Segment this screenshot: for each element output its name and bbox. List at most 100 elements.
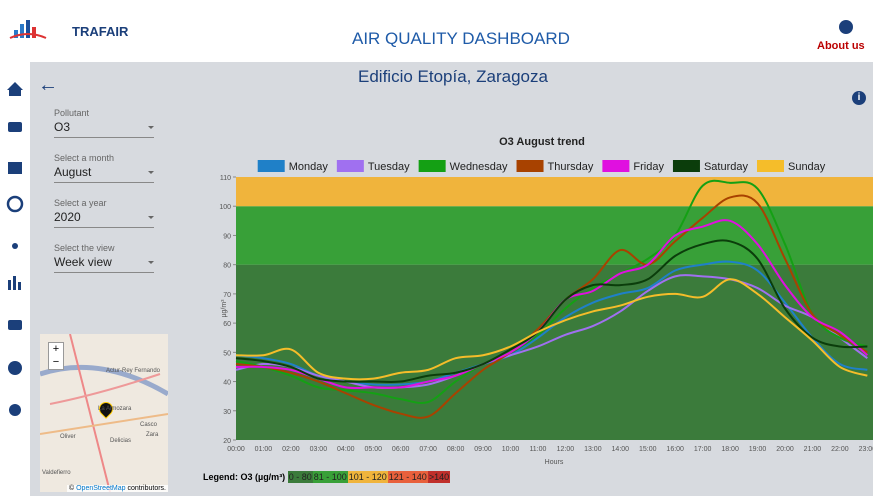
y-tick-label: 30 xyxy=(223,409,231,416)
aqi-swatch: 81 - 100 xyxy=(313,471,348,483)
y-tick-label: 60 xyxy=(223,321,231,328)
y-tick-label: 40 xyxy=(223,380,231,387)
attribution-suffix: contributors. xyxy=(126,485,166,492)
y-tick-label: 80 xyxy=(223,263,231,270)
legend-label: Thursday xyxy=(548,161,594,173)
filter-label: Select a year xyxy=(54,198,156,208)
page: TRAFAIR AIR QUALITY DASHBOARD About us ←… xyxy=(0,0,873,496)
map-label: Zara xyxy=(146,432,158,438)
logo xyxy=(8,18,48,40)
x-tick-label: 03:00 xyxy=(310,446,328,453)
chart: 20 30 40 50 60 70 80 90 100 110 00:00 01:00 02:00 03:… xyxy=(200,130,873,475)
x-tick-label: 14:00 xyxy=(612,446,630,453)
x-tick-label: 12:00 xyxy=(557,446,575,453)
hands-icon[interactable] xyxy=(8,320,22,330)
x-tick-label: 00:00 xyxy=(227,446,245,453)
legend-swatch xyxy=(419,160,446,172)
map-label: Casco xyxy=(140,422,157,428)
about-link[interactable]: About us xyxy=(817,40,865,52)
home-icon[interactable] xyxy=(7,82,23,96)
attribution-link[interactable]: OpenStreetMap xyxy=(76,485,125,492)
history-icon[interactable] xyxy=(8,197,22,211)
legend-swatch xyxy=(517,160,544,172)
x-axis-label: Hours xyxy=(545,459,564,466)
aqi-swatch: 0 - 80 xyxy=(288,471,313,483)
x-tick-label: 11:00 xyxy=(529,446,546,453)
x-tick-label: 18:00 xyxy=(721,446,739,453)
x-tick-label: 05:00 xyxy=(364,446,382,453)
y-tick-label: 100 xyxy=(219,204,231,211)
settings-icon[interactable] xyxy=(9,404,21,416)
x-tick-label: 20:00 xyxy=(776,446,794,453)
filter-label: Select a month xyxy=(54,153,156,163)
sidebar xyxy=(0,70,30,425)
x-tick-label: 19:00 xyxy=(749,446,767,453)
x-tick-label: 02:00 xyxy=(282,446,300,453)
map-label: Valdefierro xyxy=(42,470,71,476)
factory-icon[interactable] xyxy=(8,162,22,174)
x-tick-label: 22:00 xyxy=(831,446,849,453)
x-tick-label: 13:00 xyxy=(584,446,602,453)
brand: TRAFAIR xyxy=(72,24,128,39)
filter-value: O3 xyxy=(54,118,154,138)
y-tick-label: 50 xyxy=(223,350,231,357)
back-button[interactable]: ← xyxy=(38,74,58,97)
user-icon-side[interactable] xyxy=(8,361,22,375)
map-label: Actur-Rey Fernando xyxy=(106,368,160,374)
map-label: Oliver xyxy=(60,434,76,440)
chart-title: O3 August trend xyxy=(499,136,585,148)
layers-icon[interactable] xyxy=(8,122,22,132)
page-title: Edificio Etopía, Zaragoza xyxy=(358,67,548,87)
legend-label: Tuesday xyxy=(368,161,410,173)
band xyxy=(236,177,873,206)
legend-swatch xyxy=(602,160,629,172)
band xyxy=(236,206,873,264)
y-tick-label: 20 xyxy=(223,438,231,445)
sidebar-icons xyxy=(0,70,30,420)
legend-label: Friday xyxy=(633,161,664,173)
aqi-swatch: 121 - 140 xyxy=(388,471,428,483)
legend-swatch xyxy=(757,160,784,172)
aqi-swatch: 101 - 120 xyxy=(348,471,388,483)
chart-icon[interactable] xyxy=(8,280,11,290)
x-tick-label: 16:00 xyxy=(666,446,684,453)
x-tick-label: 09:00 xyxy=(474,446,492,453)
x-tick-label: 06:00 xyxy=(392,446,410,453)
x-tick-label: 21:00 xyxy=(804,446,822,453)
filter-label: Select the view xyxy=(54,243,156,253)
x-tick-label: 01:00 xyxy=(255,446,273,453)
x-tick-label: 17:00 xyxy=(694,446,712,453)
map-label: Delicias xyxy=(110,438,131,444)
zoom-control[interactable]: +− xyxy=(48,342,64,370)
x-tick-label: 23:00 xyxy=(859,446,873,453)
header-title: AIR QUALITY DASHBOARD xyxy=(352,29,570,49)
legend-label: Monday xyxy=(289,161,329,173)
filter-value: Week view xyxy=(54,253,154,273)
x-tick-label: 15:00 xyxy=(639,446,657,453)
band xyxy=(236,265,873,440)
legend-swatch xyxy=(337,160,364,172)
x-tick-label: 07:00 xyxy=(419,446,437,453)
y-tick-label: 110 xyxy=(220,175,231,182)
sensor-icon[interactable] xyxy=(12,243,18,249)
info-button[interactable]: i xyxy=(852,91,866,105)
x-tick-label: 10:00 xyxy=(502,446,520,453)
attribution: © OpenStreetMap contributors. xyxy=(67,485,168,492)
user-icon[interactable] xyxy=(839,20,853,34)
filter-value: 2020 xyxy=(54,208,154,228)
filter-label: Pollutant xyxy=(54,108,156,118)
y-axis-label: µg/m³ xyxy=(221,299,228,318)
y-tick-label: 90 xyxy=(223,233,231,240)
aqi-legend-title: Legend: O3 (µg/m³) xyxy=(203,472,285,482)
legend-label: Saturday xyxy=(704,161,749,173)
legend-swatch xyxy=(673,160,700,172)
legend-label: Sunday xyxy=(788,161,826,173)
legend-swatch xyxy=(258,160,285,172)
y-tick-label: 70 xyxy=(223,292,231,299)
